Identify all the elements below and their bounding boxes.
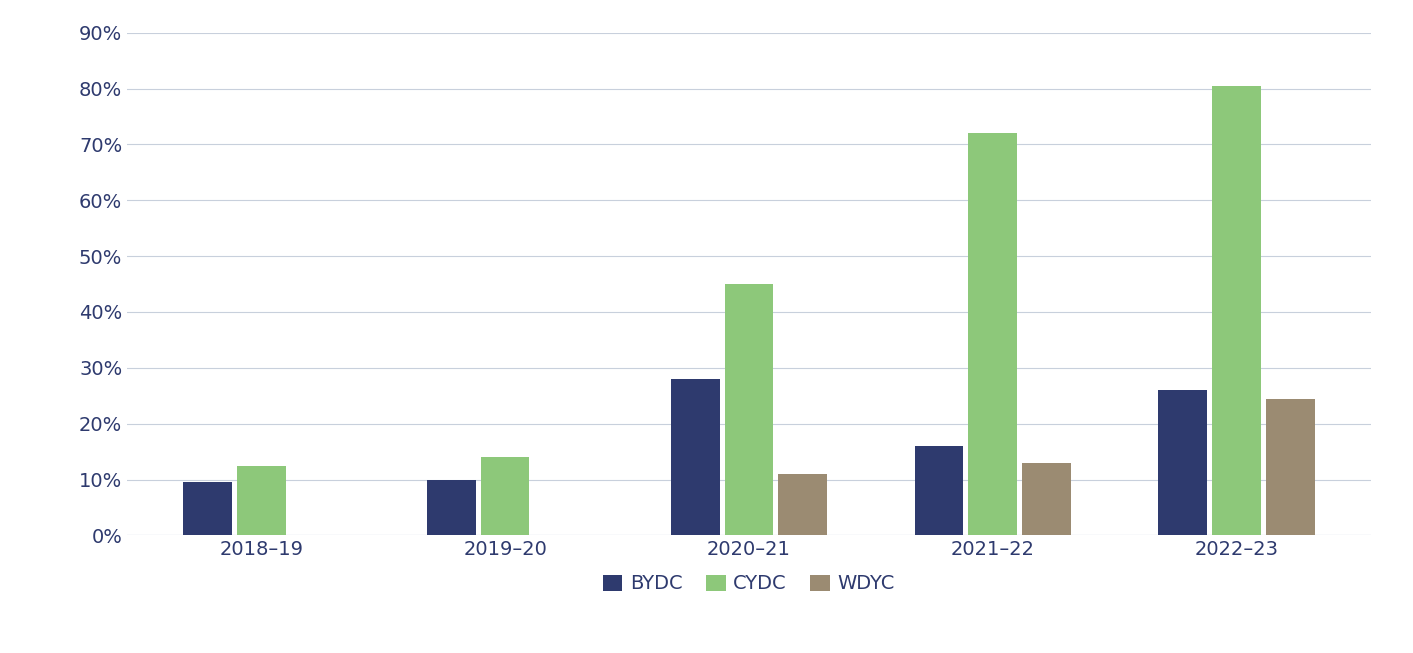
Bar	[1266, 398, 1314, 535]
Bar	[968, 133, 1017, 535]
Bar	[427, 479, 476, 535]
Bar	[725, 284, 773, 535]
Bar	[671, 379, 719, 535]
Bar	[1022, 463, 1071, 535]
Bar	[914, 446, 964, 535]
Bar	[480, 457, 530, 535]
Legend: BYDC, CYDC, WDYC: BYDC, CYDC, WDYC	[595, 567, 903, 601]
Bar	[184, 483, 232, 535]
Bar	[237, 466, 285, 535]
Bar	[1212, 86, 1260, 535]
Bar	[779, 474, 827, 535]
Bar	[1159, 390, 1207, 535]
